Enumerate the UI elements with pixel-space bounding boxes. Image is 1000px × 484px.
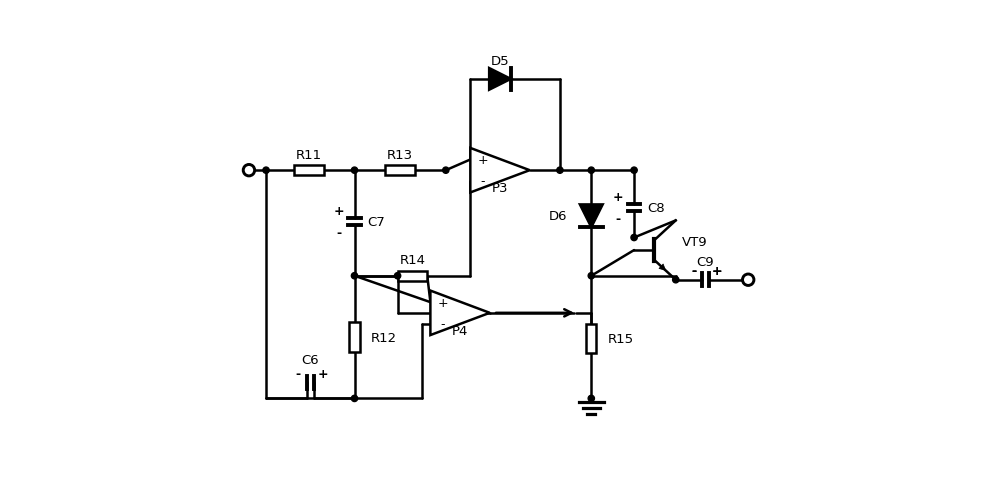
Bar [294, 166, 324, 176]
Circle shape [631, 167, 637, 174]
Circle shape [557, 167, 563, 174]
Text: C6: C6 [301, 353, 319, 366]
Circle shape [263, 167, 269, 174]
Text: C7: C7 [368, 215, 385, 228]
Text: -: - [295, 367, 300, 380]
Bar [349, 322, 360, 352]
Circle shape [588, 395, 594, 402]
Text: R13: R13 [387, 149, 413, 161]
Text: VT9: VT9 [681, 236, 707, 248]
Circle shape [351, 273, 358, 279]
Text: -: - [441, 318, 445, 330]
Text: R12: R12 [370, 331, 397, 344]
Circle shape [351, 395, 358, 402]
Text: -: - [691, 265, 697, 277]
Circle shape [673, 277, 679, 283]
Text: R11: R11 [296, 149, 322, 161]
Circle shape [588, 167, 594, 174]
Circle shape [742, 274, 754, 286]
Bar [586, 324, 596, 354]
Polygon shape [489, 69, 511, 91]
Text: R15: R15 [607, 333, 633, 345]
Bar [385, 166, 415, 176]
Bar [398, 271, 427, 281]
Text: P4: P4 [452, 324, 468, 337]
Circle shape [394, 273, 401, 279]
Text: +: + [318, 367, 328, 380]
Circle shape [443, 167, 449, 174]
Circle shape [351, 167, 358, 174]
Text: +: + [712, 265, 722, 277]
Text: R14: R14 [399, 254, 425, 267]
Circle shape [243, 165, 255, 177]
Text: -: - [691, 265, 697, 277]
Text: -: - [616, 212, 621, 225]
Text: C8: C8 [647, 201, 665, 214]
Polygon shape [430, 291, 490, 335]
Text: +: + [333, 205, 344, 218]
Polygon shape [580, 205, 603, 228]
Text: -: - [481, 175, 485, 188]
Text: D5: D5 [491, 54, 509, 67]
Text: C9: C9 [697, 256, 714, 269]
Polygon shape [470, 149, 530, 193]
Text: -: - [336, 227, 341, 240]
Circle shape [631, 235, 637, 241]
Text: +: + [477, 154, 488, 166]
Text: +: + [613, 191, 623, 203]
Text: P3: P3 [492, 182, 508, 195]
Text: D6: D6 [548, 210, 567, 223]
Text: +: + [712, 265, 722, 277]
Circle shape [588, 273, 594, 279]
Text: +: + [438, 296, 448, 309]
